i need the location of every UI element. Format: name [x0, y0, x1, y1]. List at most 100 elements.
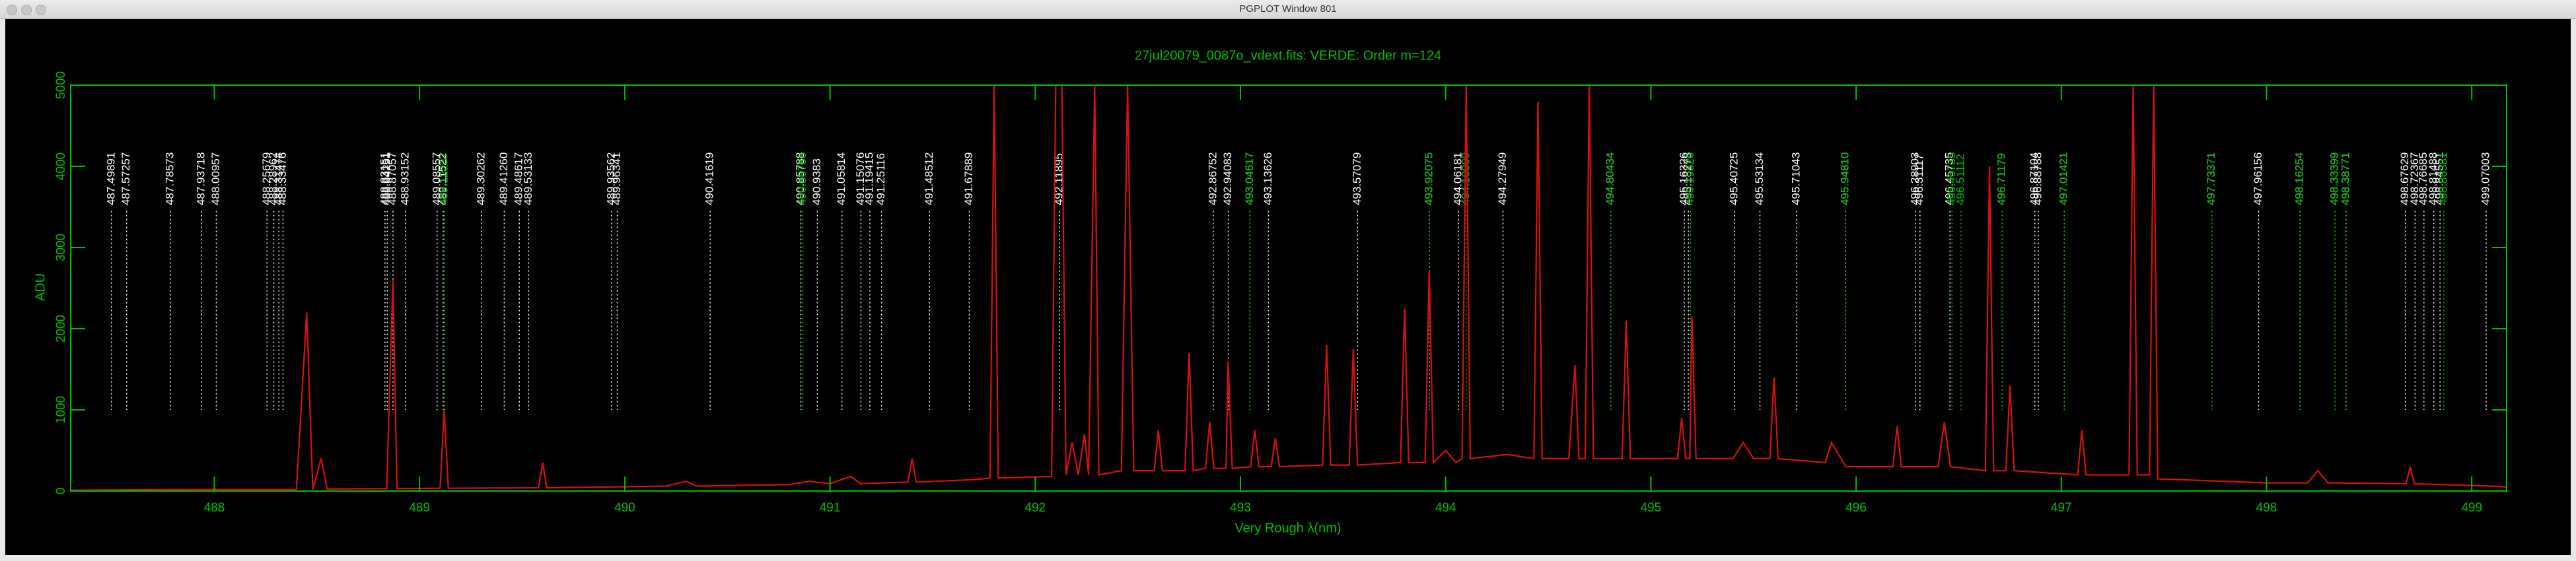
line-id-label: 498.76685: [2417, 152, 2429, 205]
line-id-label: 489.41260: [497, 152, 510, 205]
line-id-label: 496.51112: [1954, 154, 1966, 205]
line-id-label: 495.94810: [1838, 152, 1851, 205]
x-tick-label: 495: [1641, 501, 1662, 515]
y-tick-label: 5000: [54, 71, 68, 99]
x-tick-label: 496: [1845, 501, 1867, 515]
line-id-label: 491.19415: [863, 152, 875, 205]
line-id-label: 490.9383: [810, 158, 823, 205]
line-id-label: 492.94083: [1221, 152, 1234, 205]
line-id-label: 489.11522: [436, 153, 448, 205]
x-tick-label: 492: [1024, 501, 1046, 515]
line-id-label: 498.16254: [2293, 152, 2305, 205]
line-id-label: 495.71043: [1790, 152, 1803, 205]
line-id-label: 496.46735: [1945, 152, 1958, 205]
line-id-label: 498.33399: [2328, 152, 2341, 205]
x-tick-label: 494: [1435, 501, 1456, 515]
chart-title: 27jul20079_0087o_vdext.fits: VERDE: Orde…: [1135, 48, 1441, 63]
line-id-label: 493.04617: [1243, 152, 1256, 205]
line-id-label: 488.31474: [272, 152, 285, 205]
line-id-label: 489.12237: [438, 152, 450, 205]
line-id-label: 493.92075: [1423, 152, 1435, 205]
line-id-label: 496.87104: [2028, 152, 2040, 205]
y-tick-label: 0: [54, 488, 68, 495]
line-id-label: 496.71179: [1995, 153, 2008, 205]
spectrum-line: [70, 84, 2507, 491]
line-id-label: 499.07003: [2479, 152, 2491, 205]
line-id-label: 496.88788: [2031, 152, 2044, 205]
line-id-label: 495.19326: [1684, 152, 1696, 205]
line-id-label: 489.96341: [610, 152, 623, 205]
x-tick-label: 490: [614, 501, 635, 515]
x-tick-label: 497: [2051, 501, 2072, 515]
line-id-label: 488.83151: [378, 152, 390, 205]
line-id-label: 498.81488: [2427, 152, 2439, 205]
line-id-label: 493.04617: [1243, 152, 1256, 205]
line-id-label: 488.00957: [209, 152, 222, 205]
line-id-label: 498.72367: [2408, 152, 2421, 205]
line-id-label: 491.48512: [923, 152, 935, 205]
line-id-label: 487.57257: [120, 152, 132, 205]
line-id-label: 498.38771: [2339, 152, 2351, 205]
line-id-label: 488.84251: [380, 152, 393, 205]
x-tick-label: 488: [204, 501, 225, 515]
line-id-label: 495.94810: [1838, 152, 1851, 205]
line-id-label: 494.06181: [1451, 152, 1464, 205]
line-id-label: 496.45735: [1943, 152, 1956, 205]
line-id-label: 490.41619: [703, 152, 716, 205]
x-axis-label: Very Rough λ(nm): [1234, 521, 1341, 535]
line-id-label: 491.15076: [854, 152, 867, 205]
line-id-label: 493.57079: [1351, 152, 1363, 205]
line-id-label: 488.33476: [276, 152, 289, 205]
line-id-label: 493.13626: [1262, 152, 1274, 205]
line-id-label: 494.80434: [1604, 152, 1616, 205]
line-id-label: 489.30262: [475, 152, 487, 205]
line-id-label: 487.78573: [163, 152, 176, 205]
line-id-label: 494.80434: [1604, 152, 1616, 205]
line-id-label: 493.92075: [1423, 152, 1435, 205]
line-id-label: 498.84551: [2433, 152, 2446, 205]
line-id-label: 490.86788: [796, 152, 808, 205]
line-id-label: 498.16254: [2293, 152, 2305, 205]
line-id-label: 498.67629: [2398, 152, 2411, 205]
line-id-label: 491.67889: [962, 152, 975, 205]
line-id-label: 498.33399: [2328, 152, 2341, 205]
line-id-label: 488.28962: [267, 152, 279, 205]
line-id-label: 487.49891: [104, 152, 117, 205]
line-id-label: 495.53134: [1753, 152, 1766, 205]
line-id-label: 497.01421: [2057, 152, 2070, 205]
line-id-label: 489.53133: [522, 152, 534, 205]
line-id-label: 496.31117: [1913, 154, 1925, 205]
plot-background: [5, 19, 2571, 555]
line-id-label: 495.40725: [1727, 152, 1740, 205]
minimize-button[interactable]: [21, 5, 32, 15]
line-id-label: 492.86752: [1206, 152, 1219, 205]
x-tick-label: 493: [1230, 501, 1251, 515]
x-tick-label: 489: [409, 501, 430, 515]
line-id-label: 489.08557: [430, 152, 443, 205]
x-tick-label: 499: [2461, 501, 2482, 515]
line-id-label: 495.16326: [1678, 152, 1690, 205]
line-id-label: 496.71179: [1995, 153, 2008, 205]
line-id-label: 497.01421: [2057, 152, 2070, 205]
x-tick-label: 491: [820, 501, 841, 515]
y-tick-label: 1000: [54, 396, 68, 424]
line-id-label: 496.28903: [1908, 152, 1921, 205]
title-bar: PGPLOT Window 801: [0, 0, 2576, 19]
line-id-label: 491.25116: [875, 153, 887, 205]
plot-frame: [70, 84, 2507, 492]
plot: 27jul20079_0087o_vdext.fits: VERDE: Orde…: [5, 19, 2571, 555]
y-tick-label: 2000: [54, 315, 68, 343]
line-id-label: 498.38771: [2339, 152, 2351, 205]
line-id-label: 495.18278: [1682, 152, 1694, 205]
line-id-label: 487.93718: [194, 152, 207, 205]
y-tick-label: 3000: [54, 234, 68, 261]
line-id-label: 488.87057: [386, 152, 398, 205]
line-id-label: 497.73371: [2205, 152, 2217, 205]
line-id-label: 497.73371: [2205, 152, 2217, 205]
line-id-label: 498.86381: [2437, 152, 2449, 205]
close-button[interactable]: [7, 5, 17, 15]
y-axis-label: ADU: [33, 273, 48, 301]
line-id-label: 489.48617: [513, 152, 525, 205]
zoom-button[interactable]: [36, 5, 46, 15]
